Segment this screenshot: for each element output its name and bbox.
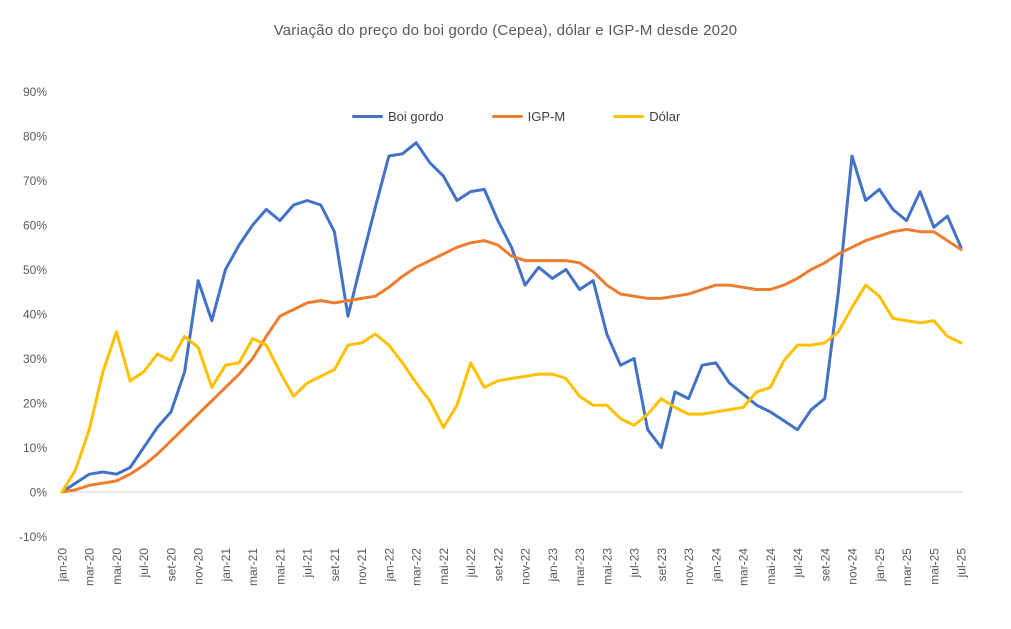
x-axis-label: set-22 — [491, 548, 505, 582]
x-axis-label: set-20 — [164, 548, 178, 582]
x-axis-label: mai-21 — [273, 548, 287, 585]
chart-legend: Boi gordo IGP-M Dólar — [352, 109, 680, 124]
legend-swatch-igpm — [491, 115, 523, 118]
y-axis-label: 80% — [23, 130, 47, 144]
legend-item-dolar: Dólar — [613, 109, 680, 124]
series-boi-gordo-line — [60, 141, 963, 494]
y-axis-label: 70% — [23, 174, 47, 188]
x-axis-label: jul-21 — [301, 548, 315, 579]
legend-label-dolar: Dólar — [649, 109, 681, 124]
series-dolar-line — [60, 283, 963, 494]
x-axis-label: mar-24 — [737, 548, 751, 586]
chart-title: Variação do preço do boi gordo (Cepea), … — [273, 22, 738, 39]
legend-item-igpm: IGP-M — [491, 109, 566, 124]
x-axis-label: nov-24 — [846, 548, 860, 585]
legend-item-boi-gordo: Boi gordo — [352, 109, 444, 124]
x-axis-label: mar-25 — [900, 548, 914, 586]
x-axis-label: jul-24 — [791, 548, 805, 579]
x-axis-label: set-23 — [655, 548, 669, 582]
x-axis-label: jul-23 — [628, 548, 642, 579]
x-axis-label: nov-23 — [682, 548, 696, 585]
x-axis-label: nov-21 — [355, 548, 369, 585]
legend-swatch-boi-gordo — [352, 115, 383, 118]
y-axis-label: -10% — [19, 530, 47, 544]
y-axis-label: 0% — [30, 486, 48, 500]
y-axis-label: 10% — [23, 441, 47, 455]
y-axis-label: 50% — [23, 263, 47, 277]
y-axis-label: 30% — [23, 352, 47, 366]
x-axis-label: jan-24 — [709, 548, 723, 583]
legend-label-igpm: IGP-M — [527, 109, 566, 124]
x-axis-label: mar-22 — [410, 548, 424, 586]
legend-label-boi-gordo: Boi gordo — [388, 109, 444, 124]
x-axis-label: mai-22 — [437, 548, 451, 585]
x-axis-label: jul-22 — [464, 548, 478, 579]
x-axis-label: nov-20 — [192, 548, 206, 585]
x-axis-label: mar-23 — [573, 548, 587, 586]
x-axis-label: jan-21 — [219, 548, 233, 583]
x-axis-label: set-21 — [328, 548, 342, 582]
x-axis-label: mar-20 — [83, 548, 97, 586]
y-axis-label: 90% — [23, 85, 47, 99]
x-axis-label: jan-23 — [546, 548, 560, 583]
x-axis-label: set-24 — [818, 548, 832, 582]
x-axis-label: mai-24 — [764, 548, 778, 585]
x-axis-label: mai-20 — [110, 548, 124, 585]
x-axis-label: jan-20 — [56, 548, 70, 583]
series-igpm-line — [60, 227, 963, 494]
x-axis-label: jul-25 — [955, 548, 969, 579]
x-axis-label: jul-20 — [137, 548, 151, 579]
x-axis-label: jan-22 — [382, 548, 396, 583]
x-axis-label: mai-23 — [600, 548, 614, 585]
x-axis-label: mai-25 — [927, 548, 941, 585]
y-axis-label: 40% — [23, 308, 47, 322]
x-axis-label: jan-25 — [873, 548, 887, 583]
legend-swatch-dolar — [613, 115, 645, 118]
x-axis-label: mar-21 — [246, 548, 260, 586]
y-axis-label: 20% — [23, 397, 47, 411]
y-axis-label: 60% — [23, 219, 47, 233]
x-axis-label: nov-22 — [519, 548, 533, 585]
